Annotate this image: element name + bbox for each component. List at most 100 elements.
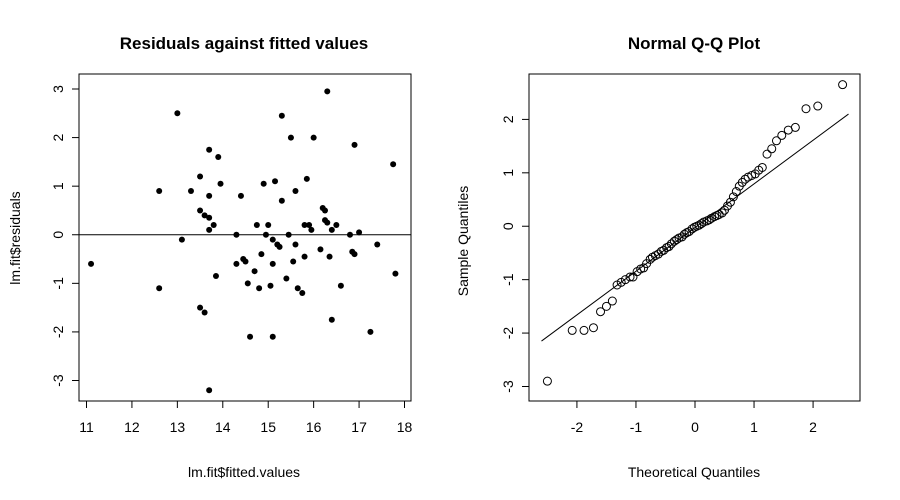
- x-tick-label: 2: [809, 419, 817, 435]
- qq-title: Normal Q-Q Plot: [628, 34, 761, 53]
- data-point: [156, 188, 163, 195]
- data-point: [242, 258, 249, 265]
- y-tick-label: -1: [500, 273, 516, 286]
- qq-plot-box: [528, 73, 861, 402]
- data-point: [737, 177, 747, 187]
- qq-points: [542, 80, 848, 386]
- data-point: [301, 222, 308, 229]
- x-tick-label: 0: [691, 419, 699, 435]
- data-point: [672, 235, 682, 245]
- data-point: [324, 88, 331, 95]
- data-point: [567, 325, 577, 335]
- y-tick-label: -2: [500, 327, 516, 340]
- data-point: [306, 222, 313, 229]
- data-point: [333, 222, 340, 229]
- data-point: [269, 260, 276, 267]
- data-point: [197, 304, 204, 311]
- x-tick-label: -2: [571, 419, 584, 435]
- data-point: [696, 219, 706, 229]
- data-point: [728, 192, 738, 202]
- data-point: [596, 307, 606, 317]
- data-point: [731, 187, 741, 197]
- data-point: [694, 220, 704, 230]
- data-point: [317, 246, 324, 253]
- x-tick-label: 11: [79, 419, 94, 435]
- data-point: [324, 219, 331, 226]
- data-point: [272, 178, 279, 185]
- residuals-title: Residuals against fitted values: [120, 34, 368, 53]
- data-point: [757, 162, 767, 172]
- data-point: [679, 229, 689, 239]
- data-point: [260, 180, 267, 187]
- residuals-plot-box: [78, 73, 412, 402]
- data-point: [308, 226, 315, 233]
- data-point: [197, 173, 204, 180]
- data-point: [337, 282, 344, 289]
- data-point: [237, 192, 244, 199]
- data-point: [762, 149, 772, 159]
- data-point: [838, 80, 848, 90]
- data-point: [174, 110, 181, 117]
- data-point: [322, 207, 328, 214]
- data-point: [233, 260, 240, 267]
- y-tick-label: 1: [50, 182, 66, 190]
- data-point: [187, 188, 194, 195]
- data-point: [664, 242, 674, 252]
- data-point: [206, 387, 213, 394]
- y-tick-label: -2: [50, 325, 66, 338]
- x-tick-label: 15: [260, 419, 276, 435]
- data-point: [217, 180, 224, 187]
- data-point: [588, 323, 598, 333]
- data-point: [215, 154, 222, 161]
- qq-panel: Normal Q-Q Plot Theoretical Quantiles Sa…: [455, 34, 861, 480]
- y-tick-label: 0: [50, 231, 66, 239]
- data-point: [258, 251, 265, 258]
- data-point: [206, 226, 213, 233]
- data-point: [390, 161, 397, 168]
- data-point: [299, 290, 306, 297]
- residuals-panel: Residuals against fitted values lm.fit$f…: [7, 34, 412, 480]
- data-point: [178, 236, 185, 243]
- data-point: [247, 333, 254, 340]
- data-point: [351, 141, 358, 148]
- y-tick-label: 1: [500, 169, 516, 177]
- data-point: [790, 122, 800, 132]
- data-point: [206, 146, 213, 153]
- data-point: [328, 226, 335, 233]
- data-point: [287, 134, 294, 141]
- y-tick-label: 0: [500, 222, 516, 230]
- data-point: [328, 316, 335, 323]
- data-point: [625, 272, 635, 282]
- data-point: [278, 112, 285, 119]
- residuals-y-label: lm.fit$residuals: [7, 191, 23, 284]
- y-tick-label: -3: [50, 374, 66, 387]
- x-tick-label: 1: [750, 419, 758, 435]
- data-point: [725, 197, 735, 207]
- data-point: [292, 241, 299, 248]
- data-point: [262, 231, 269, 238]
- data-point: [367, 328, 374, 335]
- y-tick-label: -1: [50, 277, 66, 290]
- data-point: [601, 301, 611, 311]
- data-point: [197, 207, 204, 214]
- data-point: [285, 231, 292, 238]
- data-point: [253, 222, 260, 229]
- data-point: [771, 136, 781, 146]
- data-point: [210, 222, 217, 229]
- qq-ticks: -2 -1 0 1 2 -3 -2 -1 0 1 2: [500, 115, 817, 435]
- data-point: [356, 229, 363, 236]
- y-tick-label: 2: [500, 115, 516, 123]
- data-point: [269, 333, 276, 340]
- data-point: [256, 285, 263, 292]
- data-point: [801, 104, 811, 114]
- data-point: [278, 197, 285, 204]
- data-point: [290, 258, 297, 265]
- data-point: [301, 253, 308, 260]
- data-point: [777, 130, 787, 140]
- data-point: [542, 376, 552, 386]
- data-point: [201, 309, 208, 316]
- data-point: [206, 214, 213, 221]
- data-point: [276, 243, 283, 250]
